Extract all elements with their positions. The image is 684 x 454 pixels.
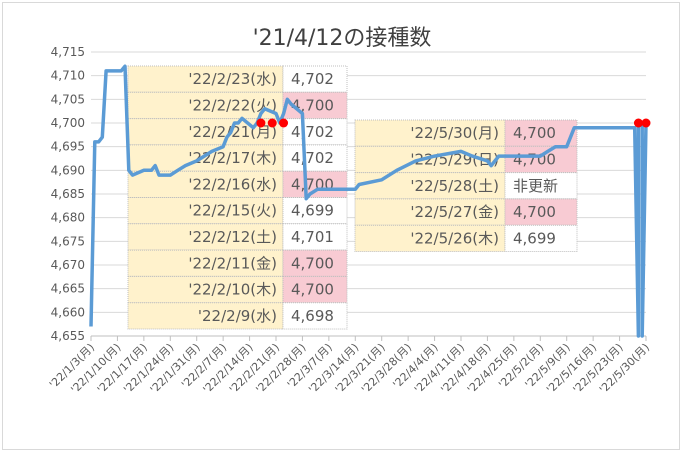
table-value-cell xyxy=(282,65,348,93)
red-marker xyxy=(641,118,651,128)
table-value-cell xyxy=(504,119,578,147)
y-tick-label: 4,660 xyxy=(51,305,85,319)
table-date-cell xyxy=(127,91,284,120)
table-value-label: 4,702 xyxy=(291,149,334,167)
table-value-label: 4,700 xyxy=(291,254,334,272)
table-date-cell xyxy=(127,302,284,330)
y-tick-label: 4,655 xyxy=(51,329,85,343)
table-value-cell xyxy=(282,249,348,277)
chart-title: '21/4/12の接種数 xyxy=(252,26,432,51)
table-value-label: 4,699 xyxy=(291,202,334,220)
table-date-cell xyxy=(354,224,506,252)
table-value-cell xyxy=(504,172,578,200)
table-value-label: 非更新 xyxy=(513,177,558,195)
y-tick-label: 4,670 xyxy=(51,258,85,272)
table-date-cell xyxy=(354,198,506,226)
table-value-cell xyxy=(504,224,578,252)
table-date-label: '22/2/9(水) xyxy=(198,307,277,325)
table-date-label: '22/5/26(木) xyxy=(410,229,499,247)
table-date-label: '22/2/16(水) xyxy=(188,175,277,193)
red-marker xyxy=(633,118,643,128)
table-value-cell xyxy=(504,198,578,226)
table-value-label: 4,700 xyxy=(513,203,556,221)
table-value-label: 4,701 xyxy=(291,228,334,246)
table-date-label: '22/2/22(火) xyxy=(188,96,277,114)
table-value-label: 4,702 xyxy=(291,70,334,88)
table-date-label: '22/5/28(土) xyxy=(410,177,499,195)
table-date-cell xyxy=(354,172,506,200)
red-marker xyxy=(279,118,289,128)
table-date-label: '22/5/30(月) xyxy=(410,124,499,142)
table-value-cell xyxy=(504,145,578,174)
table-date-label: '22/2/10(木) xyxy=(188,281,277,299)
y-tick-label: 4,665 xyxy=(51,282,85,296)
table-date-label: '22/2/23(水) xyxy=(188,70,277,88)
table-date-cell xyxy=(354,119,506,147)
table-value-label: 4,702 xyxy=(291,123,334,141)
y-tick-label: 4,695 xyxy=(51,140,85,154)
table-date-label: '22/5/27(金) xyxy=(410,203,499,221)
y-tick-label: 4,700 xyxy=(51,116,85,130)
y-tick-label: 4,715 xyxy=(51,45,85,59)
series-line xyxy=(89,64,648,338)
y-tick-label: 4,690 xyxy=(51,163,85,177)
table-date-label: '22/2/15(火) xyxy=(188,202,277,220)
table-value-label: 4,700 xyxy=(513,150,556,168)
table-value-cell xyxy=(282,223,348,251)
red-marker xyxy=(267,118,277,128)
table-value-cell xyxy=(282,302,348,330)
table-value-label: 4,700 xyxy=(291,281,334,299)
table-value-label: 4,700 xyxy=(291,96,334,114)
table-date-label: '22/2/11(金) xyxy=(188,254,277,272)
table-value-label: 4,699 xyxy=(513,229,556,247)
red-marker xyxy=(256,118,266,128)
y-tick-label: 4,705 xyxy=(51,92,85,106)
table-value-label: 4,698 xyxy=(291,307,334,325)
y-tick-label: 4,710 xyxy=(51,69,85,83)
y-tick-label: 4,685 xyxy=(51,187,85,201)
table-value-cell xyxy=(282,170,348,198)
table-value-label: 4,700 xyxy=(513,124,556,142)
table-date-label: '22/2/12(土) xyxy=(188,228,277,246)
y-tick-label: 4,675 xyxy=(51,234,85,248)
y-tick-label: 4,680 xyxy=(51,211,85,225)
